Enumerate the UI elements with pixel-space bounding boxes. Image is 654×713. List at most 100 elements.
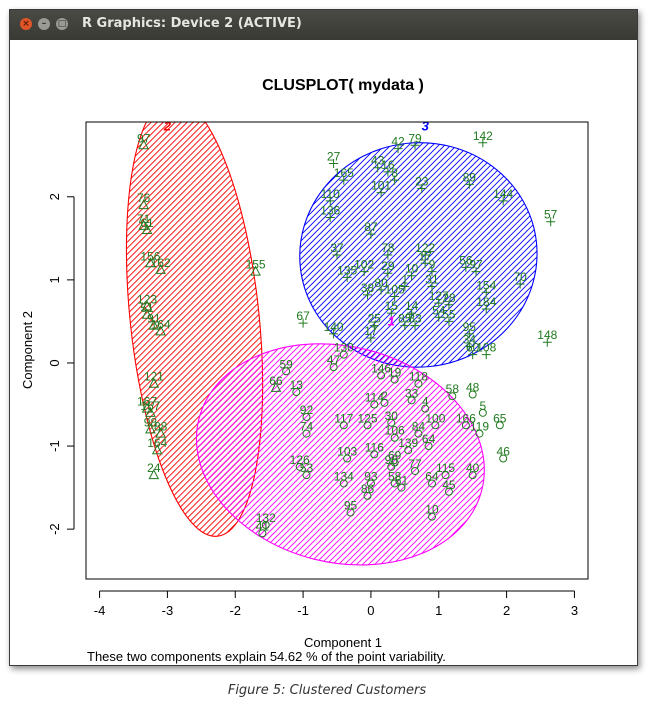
hatch-line bbox=[288, 130, 309, 379]
point-marker bbox=[468, 390, 477, 399]
point-label: 23 bbox=[415, 174, 429, 188]
point-marker bbox=[339, 175, 349, 185]
hatch-line bbox=[172, 314, 389, 579]
hatch-line bbox=[172, 314, 275, 579]
point-label: 106 bbox=[385, 424, 405, 438]
hatch-line bbox=[172, 314, 479, 579]
point-label: 51 bbox=[140, 301, 154, 315]
r-graphics-window: × – □ R Graphics: Device 2 (ACTIVE) CLUS… bbox=[9, 9, 638, 666]
point-label: 157 bbox=[140, 399, 160, 413]
hatch-line bbox=[107, 122, 282, 543]
point-label: 66 bbox=[269, 374, 283, 388]
hatch-line bbox=[280, 314, 509, 579]
hatch-line bbox=[397, 130, 549, 379]
hatch-line bbox=[107, 122, 223, 543]
point-marker bbox=[138, 199, 149, 210]
y-tick-label: 0 bbox=[47, 359, 62, 366]
point-marker bbox=[468, 350, 478, 360]
window-titlebar[interactable]: × – □ R Graphics: Device 2 (ACTIVE) bbox=[10, 10, 637, 40]
point-marker bbox=[421, 404, 430, 413]
point-marker bbox=[250, 265, 261, 276]
point-label: 155 bbox=[246, 258, 266, 272]
point-label: 31 bbox=[425, 273, 439, 287]
hatch-line bbox=[107, 122, 282, 543]
point-label: 97 bbox=[469, 258, 483, 272]
point-marker bbox=[342, 272, 352, 282]
hatch-line bbox=[288, 130, 321, 379]
point-marker bbox=[441, 471, 450, 480]
hatch-line bbox=[352, 314, 509, 579]
hatch-line bbox=[115, 122, 282, 543]
point-marker bbox=[499, 454, 508, 463]
point-marker bbox=[475, 429, 484, 438]
point-label: 13 bbox=[290, 378, 304, 392]
point-marker bbox=[478, 138, 488, 148]
hatch-line bbox=[172, 314, 221, 579]
x-axis-label: Component 1 bbox=[304, 635, 382, 650]
hatch-line bbox=[541, 130, 549, 379]
point-marker bbox=[145, 423, 156, 434]
point-marker bbox=[464, 341, 474, 351]
point-marker bbox=[471, 267, 481, 277]
point-label: 78 bbox=[381, 241, 395, 255]
close-icon[interactable]: × bbox=[20, 18, 32, 30]
point-label: 54 bbox=[432, 303, 446, 317]
hatch-line bbox=[379, 130, 549, 379]
point-marker bbox=[151, 444, 163, 455]
point-label: 61 bbox=[140, 216, 154, 230]
point-label: 136 bbox=[320, 204, 340, 218]
point-label: 48 bbox=[466, 381, 480, 395]
point-marker bbox=[339, 479, 348, 488]
hatch-line bbox=[172, 314, 233, 579]
point-label: 117 bbox=[334, 411, 353, 425]
minimize-icon[interactable]: – bbox=[38, 18, 50, 30]
hatch-line bbox=[107, 122, 229, 543]
point-label: 25 bbox=[368, 312, 382, 326]
point-marker bbox=[427, 479, 436, 488]
point-label: 126 bbox=[290, 453, 310, 467]
point-label: 122 bbox=[415, 241, 435, 255]
point-marker bbox=[481, 350, 491, 360]
point-marker bbox=[302, 429, 311, 438]
point-marker bbox=[155, 263, 166, 274]
point-label: 57 bbox=[544, 208, 558, 222]
point-marker bbox=[302, 412, 311, 421]
maximize-icon[interactable]: □ bbox=[56, 18, 68, 30]
hatch-line bbox=[288, 130, 333, 379]
hatch-line bbox=[361, 130, 549, 379]
hatch-line bbox=[107, 122, 282, 543]
point-label: 118 bbox=[409, 370, 428, 384]
point-label: 114 bbox=[365, 391, 384, 405]
hatch-line bbox=[412, 314, 509, 579]
y-tick-label: 2 bbox=[47, 193, 62, 200]
hatch-line bbox=[439, 130, 549, 379]
point-label: 41 bbox=[256, 519, 270, 533]
point-label: 79 bbox=[408, 131, 422, 145]
point-marker bbox=[468, 471, 477, 480]
hatch-line bbox=[107, 122, 265, 543]
hatch-line bbox=[288, 130, 483, 379]
point-label: 184 bbox=[476, 295, 496, 309]
point-marker bbox=[390, 433, 399, 442]
point-label: 140 bbox=[324, 320, 344, 334]
point-marker bbox=[145, 406, 156, 417]
hatch-line bbox=[517, 130, 549, 379]
point-marker bbox=[481, 304, 491, 314]
point-marker bbox=[427, 512, 436, 521]
hatch-line bbox=[386, 87, 637, 547]
hatch-line bbox=[107, 122, 282, 543]
point-label: 1 bbox=[401, 273, 408, 287]
point-marker bbox=[464, 179, 474, 189]
cluster-ellipse-1 bbox=[195, 343, 485, 566]
hatch-line bbox=[288, 130, 417, 379]
point-label: 64 bbox=[422, 432, 436, 446]
hatch-line bbox=[107, 122, 282, 543]
hatch-line bbox=[487, 130, 549, 379]
hatch-line bbox=[172, 314, 185, 579]
point-label: 58 bbox=[388, 469, 402, 483]
point-marker bbox=[138, 219, 149, 230]
point-label: 103 bbox=[337, 445, 357, 459]
cluster-ellipse-3 bbox=[299, 142, 538, 368]
hatch-line bbox=[107, 122, 211, 543]
point-marker bbox=[407, 271, 417, 281]
